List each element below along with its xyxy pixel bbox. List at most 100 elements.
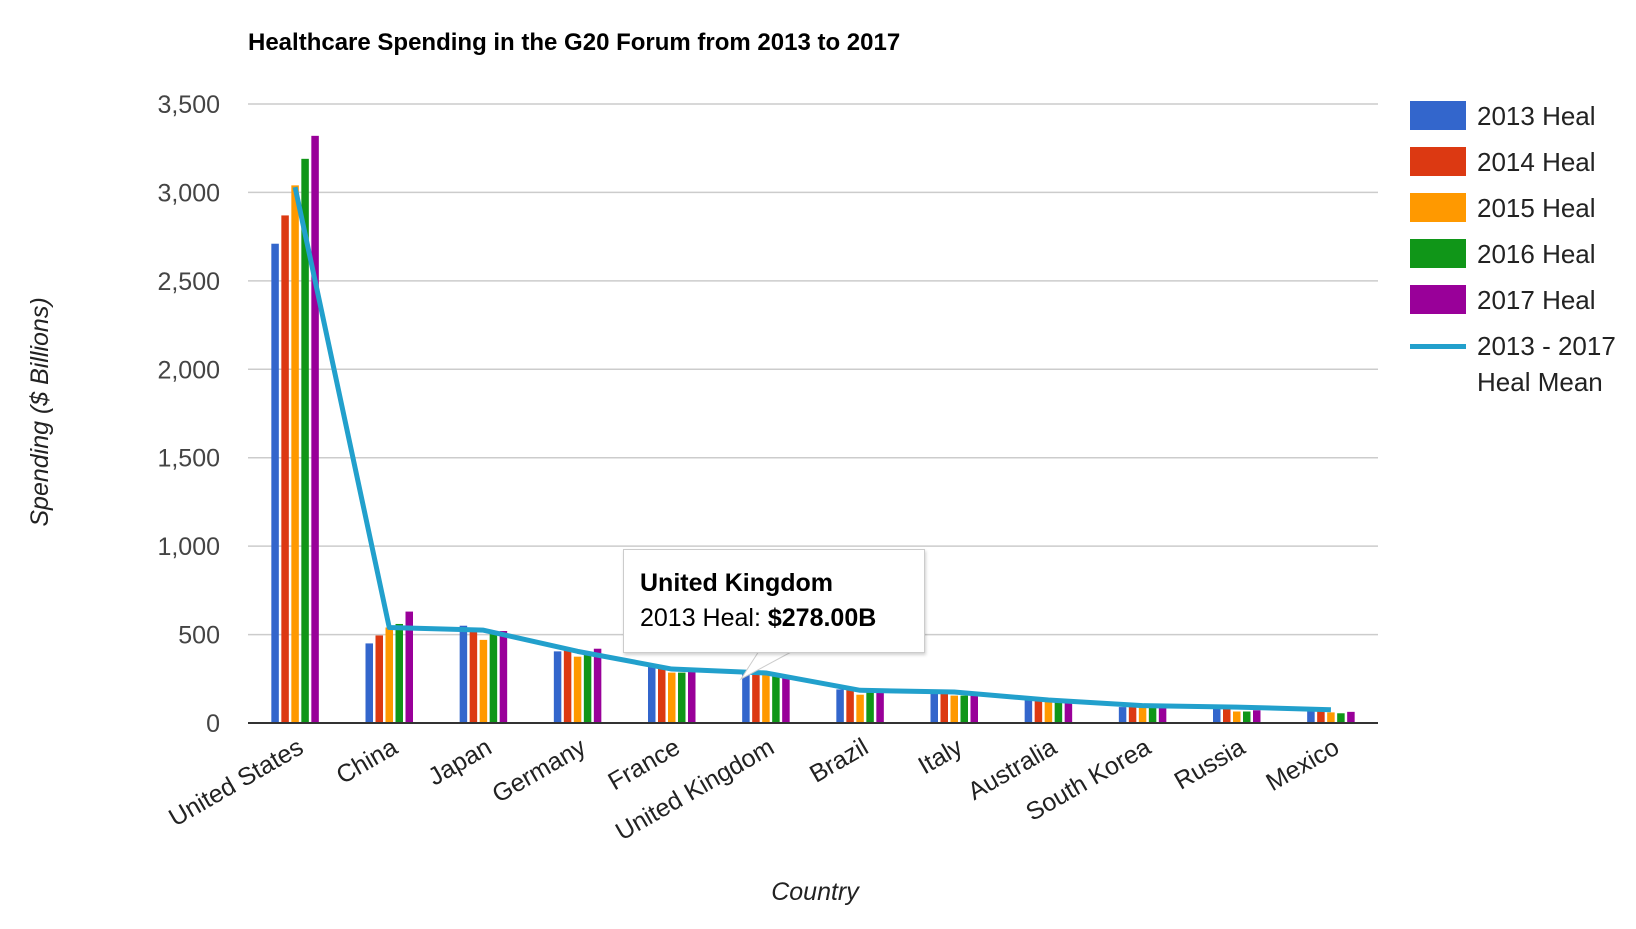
- bar[interactable]: [762, 672, 770, 723]
- x-tick-label: United Kingdom: [611, 733, 779, 846]
- bar[interactable]: [583, 654, 592, 723]
- bar[interactable]: [856, 694, 864, 723]
- legend-label-line: 2017 Heal: [1477, 285, 1596, 315]
- bar[interactable]: [1024, 697, 1033, 723]
- legend-swatch: [1410, 193, 1466, 222]
- x-tick-label: Brazil: [805, 733, 873, 789]
- bar[interactable]: [1327, 712, 1335, 723]
- bar[interactable]: [1337, 713, 1345, 723]
- tooltip-label: 2013 Heal:: [640, 604, 768, 632]
- bar[interactable]: [1034, 698, 1043, 723]
- bar[interactable]: [1148, 705, 1157, 723]
- bar[interactable]: [459, 625, 468, 723]
- bar[interactable]: [1213, 707, 1221, 723]
- bar[interactable]: [836, 689, 844, 723]
- bar[interactable]: [648, 664, 656, 723]
- bar[interactable]: [752, 673, 760, 723]
- x-tick-label: United States: [164, 733, 308, 832]
- legend-item[interactable]: 2013 Heal: [1410, 101, 1596, 131]
- bar[interactable]: [1138, 706, 1147, 723]
- bar[interactable]: [678, 672, 686, 723]
- y-tick-label: 1,500: [157, 445, 220, 473]
- y-tick-label: 500: [178, 622, 220, 650]
- legend-item[interactable]: 2015 Heal: [1410, 193, 1596, 223]
- bar[interactable]: [782, 676, 790, 723]
- bar[interactable]: [469, 629, 478, 723]
- bar[interactable]: [1347, 711, 1355, 723]
- bar[interactable]: [1128, 706, 1137, 723]
- mean-line[interactable]: [292, 186, 1331, 713]
- bar[interactable]: [1044, 700, 1053, 723]
- x-tick-label: Italy: [914, 733, 968, 780]
- legend-label-line: 2016 Heal: [1477, 239, 1596, 269]
- bar[interactable]: [846, 688, 854, 723]
- legend-item[interactable]: 2013 - 2017 Heal Mean: [1410, 331, 1616, 397]
- y-tick-label: 1,000: [157, 533, 220, 561]
- legend-swatch: [1410, 239, 1466, 268]
- legend[interactable]: 2013 Heal 2014 Heal 2015 Heal 2016 Heal 2017…: [1410, 101, 1616, 397]
- legend-swatch: [1410, 285, 1466, 314]
- tooltip-pointer: [739, 650, 794, 681]
- bar[interactable]: [1243, 711, 1251, 723]
- legend-item[interactable]: 2017 Heal: [1410, 285, 1596, 315]
- bar[interactable]: [301, 158, 309, 724]
- y-tick-label: 3,000: [157, 179, 220, 207]
- bar[interactable]: [553, 651, 562, 723]
- bar[interactable]: [291, 185, 299, 724]
- bar[interactable]: [658, 665, 666, 723]
- bar[interactable]: [1158, 704, 1167, 723]
- legend-item[interactable]: 2016 Heal: [1410, 239, 1596, 269]
- bar[interactable]: [385, 627, 394, 723]
- bar[interactable]: [395, 623, 404, 723]
- bar[interactable]: [1253, 710, 1261, 723]
- bar[interactable]: [930, 693, 939, 723]
- bar[interactable]: [876, 690, 884, 723]
- bar[interactable]: [479, 639, 488, 723]
- y-tick-label: 2,500: [157, 268, 220, 296]
- bar[interactable]: [866, 692, 874, 723]
- bar[interactable]: [281, 215, 289, 724]
- bar[interactable]: [742, 673, 750, 723]
- bar[interactable]: [772, 675, 780, 723]
- bar[interactable]: [970, 694, 979, 723]
- bar[interactable]: [1223, 707, 1231, 723]
- bar[interactable]: [489, 631, 498, 723]
- bar[interactable]: [1118, 707, 1127, 723]
- bars[interactable]: [271, 135, 1355, 724]
- legend-label-line: 2013 Heal: [1477, 101, 1596, 131]
- bar[interactable]: [688, 669, 696, 723]
- legend-label-line: 2014 Heal: [1477, 147, 1596, 177]
- bar[interactable]: [668, 672, 676, 723]
- bar[interactable]: [1317, 710, 1325, 723]
- tooltip-title: United Kingdom: [640, 569, 834, 597]
- bar[interactable]: [405, 611, 414, 723]
- mean-line-series[interactable]: [292, 186, 1331, 713]
- legend-label: 2014 Heal: [1477, 147, 1596, 177]
- bar[interactable]: [1054, 700, 1063, 723]
- bar[interactable]: [311, 135, 319, 723]
- bar[interactable]: [375, 635, 384, 723]
- legend-item[interactable]: 2014 Heal: [1410, 147, 1596, 177]
- bar[interactable]: [1064, 699, 1073, 723]
- legend-label: 2013 - 2017 Heal Mean: [1477, 331, 1616, 397]
- bar[interactable]: [499, 631, 508, 723]
- legend-label-line: 2013 - 2017: [1477, 331, 1616, 361]
- bar[interactable]: [1233, 711, 1241, 723]
- bar[interactable]: [940, 693, 949, 723]
- bar[interactable]: [950, 695, 959, 723]
- bar[interactable]: [960, 695, 969, 723]
- legend-label: 2016 Heal: [1477, 239, 1596, 269]
- bar[interactable]: [271, 243, 279, 723]
- bar[interactable]: [573, 656, 582, 723]
- x-axis-title: Country: [771, 878, 860, 906]
- tooltip-line: 2013 Heal: $278.00B: [640, 600, 908, 636]
- bar[interactable]: [593, 648, 602, 723]
- bar[interactable]: [365, 643, 374, 723]
- bar[interactable]: [563, 648, 572, 723]
- x-tick-label: Mexico: [1261, 733, 1344, 797]
- bar[interactable]: [1307, 711, 1315, 723]
- x-tick-label: Japan: [423, 733, 496, 791]
- y-axis-title: Spending ($ Billions): [26, 297, 54, 526]
